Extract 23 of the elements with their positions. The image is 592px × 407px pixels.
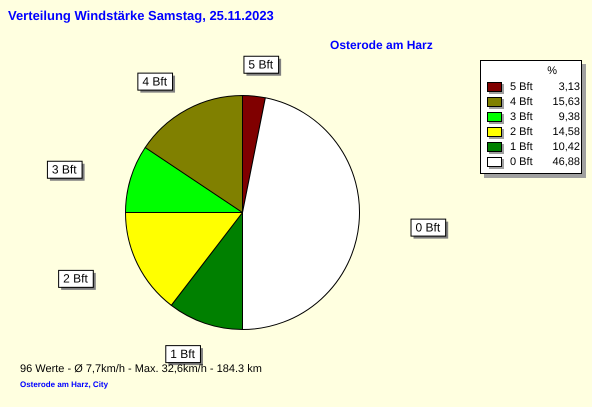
- slice-label: 1 Bft: [170, 346, 196, 361]
- legend-label: 1 Bft: [510, 140, 534, 152]
- data-label: 3,13: [558, 80, 580, 92]
- category-label: 2 Bft: [63, 272, 88, 286]
- chart-title: Verteilung Windstärke Samstag, 25.11.2023: [8, 8, 274, 23]
- data-label: 10,42: [551, 140, 580, 152]
- slice-label: 4 Bft: [142, 74, 168, 88]
- text: 96 Werte - Ø 7,7km/h - Max. 32,6km/h - 184.3 km: [20, 363, 262, 375]
- legend-label: 0 Bft: [510, 156, 534, 168]
- legend-label: 5 Bft: [510, 80, 534, 92]
- data-label: 46,88: [551, 156, 580, 168]
- legend-label: 4 Bft: [510, 96, 534, 108]
- chart-subtitle: Osterode am Harz: [330, 38, 433, 52]
- legend-label: 3 Bft: [510, 110, 534, 122]
- legend-label: 2 Bft: [510, 126, 534, 138]
- data-label: 15,63: [551, 96, 580, 108]
- data-label: 9,38: [558, 110, 580, 122]
- slice-label: 0 Bft: [416, 220, 441, 234]
- category-label: 3 Bft: [52, 162, 77, 177]
- legend-title: %: [546, 65, 558, 79]
- data-label: 14,58: [551, 126, 580, 138]
- slice-label: 5 Bft: [248, 58, 274, 72]
- text: Osterode am Harz, City: [20, 380, 108, 389]
